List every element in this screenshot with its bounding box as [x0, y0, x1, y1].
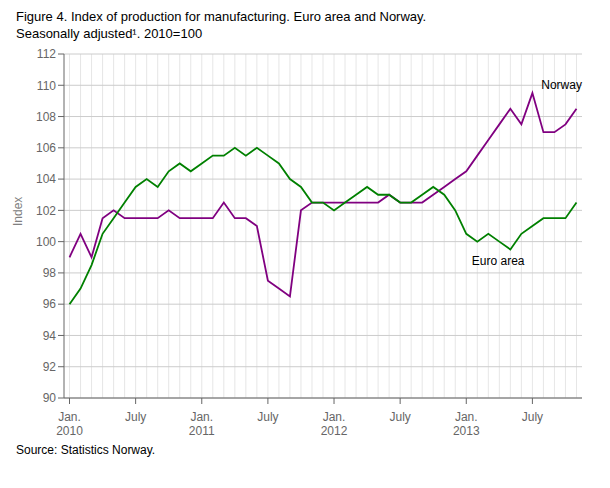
- svg-text:104: 104: [36, 172, 56, 186]
- svg-text:Jan.2012: Jan.2012: [321, 410, 348, 438]
- svg-text:Index: Index: [11, 197, 25, 226]
- svg-text:102: 102: [36, 204, 56, 218]
- svg-text:July: July: [389, 410, 410, 424]
- svg-text:Jan.2013: Jan.2013: [453, 410, 480, 438]
- svg-text:July: July: [125, 410, 146, 424]
- html-text:Figure 4. Index of production: Figure 4. Index of production for manufa…: [16, 9, 427, 24]
- svg-text:Euro area: Euro area: [472, 254, 525, 268]
- svg-text:92: 92: [43, 360, 57, 374]
- svg-text:July: July: [257, 410, 278, 424]
- svg-text:106: 106: [36, 141, 56, 155]
- svg-text:94: 94: [43, 329, 57, 343]
- svg-text:112: 112: [37, 47, 56, 61]
- svg-text:July: July: [522, 410, 543, 424]
- svg-text:Norway: Norway: [541, 78, 582, 92]
- svg-text:98: 98: [43, 266, 57, 280]
- svg-text:100: 100: [36, 235, 56, 249]
- svg-text:90: 90: [43, 391, 57, 405]
- svg-text:Jan.2011: Jan.2011: [189, 410, 215, 438]
- svg-text:Jan.2010: Jan.2010: [56, 410, 83, 438]
- html-text:Source: Statistics Norway.: Source: Statistics Norway.: [16, 443, 156, 457]
- svg-text:110: 110: [37, 79, 56, 93]
- svg-text:96: 96: [43, 297, 57, 311]
- svg-text:108: 108: [36, 110, 56, 124]
- html-text:Seasonally adjusted¹. 2010=100: Seasonally adjusted¹. 2010=100: [16, 26, 203, 41]
